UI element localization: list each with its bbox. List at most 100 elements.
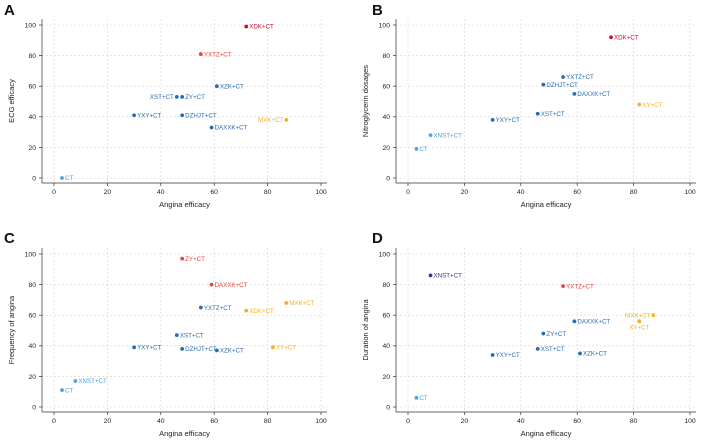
data-point [180, 95, 185, 99]
point-label: DAXXK+CT [577, 319, 610, 326]
panel-b: B 0 20 40 60 80 100 0 20 40 60 80 100 Angina efficacy… [361, 2, 696, 209]
y-tick-label: 60 [28, 84, 36, 91]
data-point [132, 345, 137, 350]
panel-letter: A [4, 2, 15, 19]
x-tick-label: 0 [406, 189, 410, 196]
data-point [174, 333, 179, 337]
data-point [609, 35, 613, 40]
y-tick-label: 100 [25, 22, 37, 29]
data-point [535, 111, 540, 116]
point-label: DZHJT+CT [185, 112, 217, 119]
data-point [414, 395, 419, 400]
x-axis-title: Angina efficacy [159, 200, 210, 209]
data-point [535, 346, 540, 351]
data-point [637, 319, 642, 324]
x-tick-label: 60 [573, 189, 581, 196]
data-point [209, 125, 214, 130]
data-point [572, 319, 577, 324]
y-tick-label: 60 [382, 313, 390, 320]
y-tick-label: 0 [386, 404, 390, 411]
data-point [284, 301, 289, 305]
data-point [73, 379, 78, 383]
panel-letter: B [372, 2, 383, 19]
point-label: YXY+CT [137, 112, 161, 119]
point-label: CT [419, 146, 427, 153]
y-tick-label: 20 [28, 145, 36, 152]
y-tick-label: 20 [382, 374, 390, 381]
data-point [214, 348, 219, 353]
point-label: XST+CT [541, 346, 565, 353]
data-point [541, 331, 546, 336]
y-axis-title: ECG efficacy [7, 79, 16, 123]
y-tick-label: 20 [28, 374, 36, 381]
data-point [180, 113, 185, 118]
point-label: XST+CT [150, 94, 174, 101]
point-label: XDK+CT [249, 308, 274, 315]
data-point [180, 256, 185, 261]
data-point [271, 345, 275, 350]
panel-c: C 0 20 40 60 80 100 0 20 40 60 80 100 Angina efficacy… [4, 230, 327, 438]
data-point [572, 91, 577, 96]
point-label: XST+CT [180, 332, 204, 339]
point-label: YXY+CT [137, 345, 161, 352]
point-label: DAXXK+CT [215, 125, 248, 132]
x-tick-label: 80 [264, 418, 272, 425]
point-label: DZHJT+CT [546, 82, 578, 89]
x-tick-label: 40 [157, 189, 165, 196]
point-label: XZK+CT [583, 351, 607, 358]
point-label: XDK+CT [614, 34, 639, 41]
data-point [198, 305, 203, 310]
data-point [428, 273, 433, 278]
y-tick-label: 100 [25, 251, 37, 258]
data-point [490, 117, 495, 122]
data-point [132, 113, 137, 118]
point-label: YXTZ+CT [566, 74, 594, 81]
data-point [214, 84, 219, 89]
data-point [490, 353, 495, 357]
x-tick-label: 80 [630, 418, 638, 425]
data-point [578, 351, 582, 356]
data-point [60, 176, 64, 180]
y-tick-label: 80 [28, 53, 36, 60]
point-label: MXK+CT [258, 117, 283, 124]
y-axis-title: Frequency of angina [7, 295, 16, 364]
point-label: XY+CT [642, 102, 662, 109]
x-tick-label: 20 [461, 189, 469, 196]
point-label: XST+CT [541, 111, 565, 118]
point-label: XDK+CT [249, 24, 274, 31]
point-label: XZK+CT [220, 83, 244, 90]
panel-d: D 0 20 40 60 80 100 0 20 40 60 80 100 Angina efficacy… [361, 230, 696, 438]
data-point [284, 117, 289, 122]
point-label: DAXXK+CT [577, 91, 610, 98]
data-point [541, 82, 546, 87]
data-point [561, 284, 565, 289]
x-tick-label: 0 [406, 418, 410, 425]
data-point [637, 102, 642, 107]
x-tick-label: 100 [315, 189, 327, 196]
y-tick-label: 40 [28, 114, 36, 121]
y-axis-title: Nitroglycerin dosages [361, 65, 370, 137]
y-tick-label: 40 [28, 343, 36, 350]
data-point [428, 133, 433, 138]
y-tick-label: 80 [382, 53, 390, 60]
panel-a: A 0 20 40 60 80 100 0 20 40 60 80 100 Angina efficacy… [4, 2, 327, 209]
x-axis-title: Angina efficacy [159, 429, 210, 438]
x-axis-title: Angina efficacy [521, 429, 572, 438]
y-tick-label: 40 [382, 114, 390, 121]
y-axis-title: Duration of angina [361, 299, 370, 361]
x-tick-label: 100 [684, 189, 696, 196]
point-label: YXTZ+CT [204, 305, 232, 312]
point-label: DAXXK+CT [215, 282, 248, 289]
y-tick-label: 60 [28, 313, 36, 320]
data-point [198, 52, 203, 56]
y-tick-label: 0 [386, 175, 390, 182]
data-point [180, 346, 185, 351]
y-tick-label: 0 [32, 404, 36, 411]
x-tick-label: 40 [517, 189, 525, 196]
data-point [414, 147, 419, 151]
point-label: YXTZ+CT [566, 283, 594, 290]
x-tick-label: 100 [315, 418, 327, 425]
x-tick-label: 60 [210, 189, 218, 196]
x-tick-label: 40 [517, 418, 525, 425]
